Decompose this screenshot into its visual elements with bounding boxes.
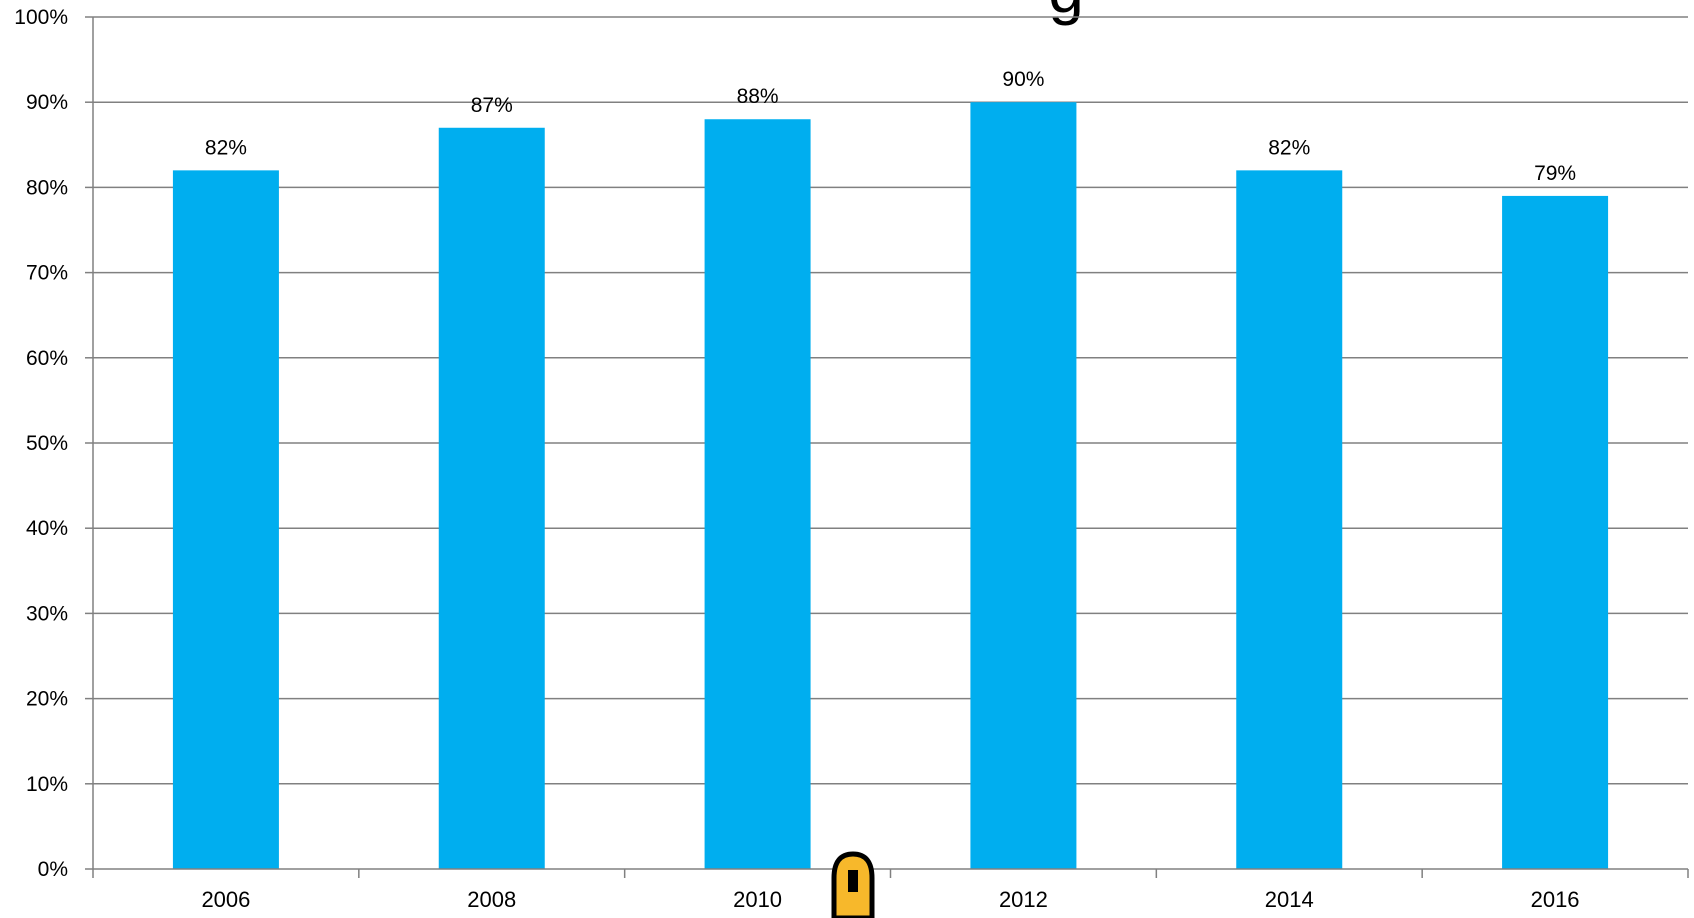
- y-axis-ticks: 0% 10% 20% 30% 40% 50% 60% 70% 80% 90% 100%: [14, 6, 93, 881]
- y-tick-label: 80%: [26, 176, 68, 199]
- bar-2014: [1236, 170, 1343, 870]
- gridlines: [93, 16, 1688, 785]
- y-tick-label: 50%: [26, 432, 68, 455]
- data-label-2008: 87%: [471, 94, 513, 117]
- y-tick-label: 60%: [26, 347, 68, 370]
- y-tick-label: 90%: [26, 91, 68, 114]
- y-tick-label: 70%: [26, 262, 68, 285]
- bar-2016: [1502, 195, 1609, 870]
- lock-icon[interactable]: [831, 851, 875, 918]
- bar-2008: [438, 127, 545, 869]
- data-label-2012: 90%: [1002, 68, 1044, 91]
- data-label-2006: 82%: [205, 136, 247, 159]
- y-tick-label: 20%: [26, 688, 68, 711]
- bars: [172, 102, 1609, 870]
- x-tick-label-2016: 2016: [1531, 887, 1580, 912]
- x-tick-label-2010: 2010: [733, 887, 782, 912]
- data-label-2014: 82%: [1268, 136, 1310, 159]
- bar-2012: [970, 102, 1077, 869]
- y-tick-label: 100%: [14, 6, 68, 29]
- y-tick-label: 30%: [26, 602, 68, 625]
- chart-title-fragment: g: [1048, 0, 1084, 26]
- data-labels: 82% 87% 88% 90% 82% 79%: [205, 68, 1576, 185]
- y-tick-label: 10%: [26, 773, 68, 796]
- y-tick-label: 0%: [38, 858, 68, 881]
- bar-2010: [704, 119, 811, 870]
- x-axis-ticks: 2006 2008 2010 2012 2014 2016: [92, 869, 1689, 912]
- data-label-2010: 88%: [737, 85, 779, 108]
- bar-2006: [172, 170, 279, 870]
- x-tick-label-2014: 2014: [1265, 887, 1314, 912]
- x-tick-label-2012: 2012: [999, 887, 1048, 912]
- data-label-2016: 79%: [1534, 162, 1576, 185]
- y-tick-label: 40%: [26, 517, 68, 540]
- x-tick-label-2008: 2008: [467, 887, 516, 912]
- x-tick-label-2006: 2006: [201, 887, 250, 912]
